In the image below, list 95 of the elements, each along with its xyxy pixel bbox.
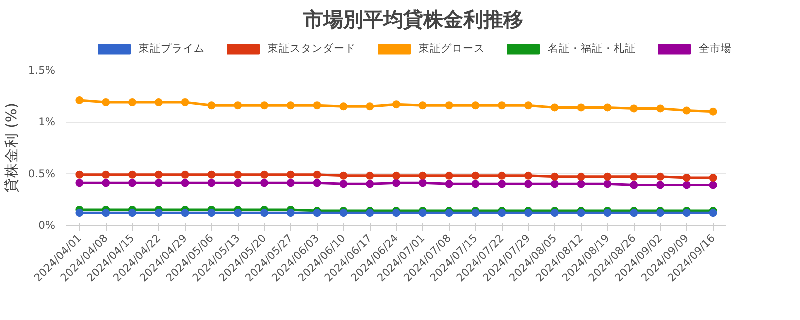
point [656,104,664,113]
point [128,170,136,179]
point [234,170,242,179]
point [76,179,84,188]
point [313,102,322,110]
point [181,98,190,107]
point [286,209,295,218]
point [472,102,480,110]
point [208,102,216,110]
point [181,170,190,179]
point [524,102,532,110]
point [472,180,480,188]
point [418,102,427,110]
point [630,181,638,190]
point [498,172,506,180]
point [286,170,295,179]
point [604,104,612,112]
point [102,179,110,188]
point [630,172,638,181]
point [524,172,532,180]
point [102,209,110,218]
point [102,98,110,107]
point [709,108,718,116]
point [630,104,638,113]
point [234,179,242,188]
point [208,179,216,188]
point [550,104,559,112]
point [154,170,163,179]
y-tick-label: 0% [38,219,56,232]
y-tick-label: 1.5% [28,64,56,77]
point [313,179,322,188]
point [498,180,506,188]
point [550,172,559,181]
point [577,172,586,181]
point [128,98,136,107]
point [682,174,691,182]
point [472,172,480,180]
point [260,170,268,179]
point [682,106,691,115]
point [340,172,348,180]
point [709,181,718,190]
legend-label: 東証グロース [419,42,485,56]
point [392,179,400,188]
point [234,209,242,218]
point [550,180,559,188]
point [604,180,612,188]
point [340,102,348,111]
point [76,96,84,104]
point [392,172,400,180]
point [76,170,84,179]
point [418,172,427,180]
legend-label: 全市場 [699,42,732,56]
point [340,180,348,188]
point [286,179,295,188]
point [366,172,374,180]
y-tick-label: 0.5% [28,167,56,180]
point [128,209,136,218]
point [286,102,295,110]
point [366,102,374,111]
point [260,209,268,218]
point [445,180,454,188]
point [418,179,427,188]
point [260,102,268,110]
point [154,209,163,218]
chart-title: 市場別平均貸株金利推移 [302,8,524,32]
point [76,209,84,218]
point [577,180,586,188]
point [577,104,586,112]
point [366,180,374,188]
point [656,172,664,181]
point [498,102,506,110]
point [709,174,718,182]
legend-label: 東証スタンダード [268,42,356,56]
point [682,181,691,190]
point [260,179,268,188]
point [313,170,322,179]
point [392,100,400,109]
point [208,170,216,179]
point [154,179,163,188]
point [181,179,190,188]
point [128,179,136,188]
point [524,180,532,188]
legend-label: 東証プライム [139,42,205,56]
y-axis-title: 貸株金利 (%) [3,102,20,194]
point [154,98,163,107]
point [445,172,454,180]
point [604,172,612,181]
point [445,102,454,110]
point [656,181,664,190]
point [234,102,242,110]
point [181,209,190,218]
y-tick-label: 1% [38,116,56,129]
point [102,170,110,179]
legend-label: 名証・福証・札証 [548,42,636,56]
point [208,209,216,218]
